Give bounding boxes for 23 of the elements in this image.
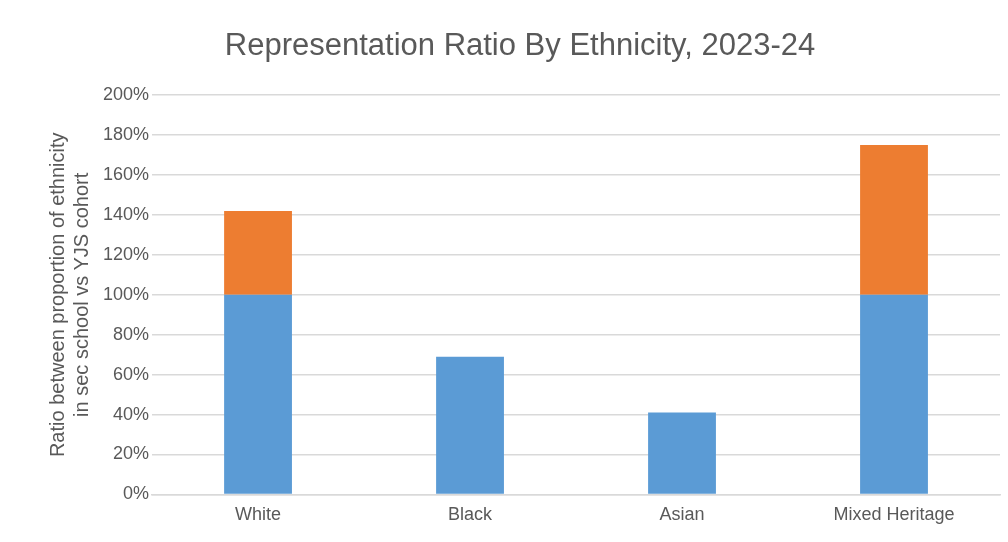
x-tick-label: Asian [659, 504, 705, 525]
x-tick-label: Black [448, 504, 494, 525]
bar [224, 210, 292, 295]
x-tick-label: White [235, 504, 282, 525]
y-tick-label: 60% [113, 363, 150, 384]
bar [860, 294, 928, 494]
y-tick-label: 120% [102, 243, 150, 264]
y-tick-label: 180% [102, 124, 150, 145]
y-tick-label: 20% [113, 443, 150, 464]
bar [648, 412, 716, 494]
y-tick-label: 40% [113, 403, 150, 424]
bar [224, 294, 292, 494]
bar [436, 356, 504, 494]
y-tick-label: 200% [102, 84, 150, 105]
x-tick-label: Mixed Heritage [833, 504, 955, 525]
y-tick-label: 0% [123, 483, 150, 504]
y-tick-label: 80% [113, 323, 150, 344]
bar [860, 145, 928, 295]
y-tick-label: 160% [102, 164, 150, 185]
y-axis-title: Ratio between proportion of ethnicity in sec school vs YJS cohort [45, 132, 92, 458]
y-tick-label: 140% [102, 203, 150, 224]
chart-title: Representation Ratio By Ethnicity, 2023-24 [224, 27, 816, 63]
y-tick-label: 100% [102, 283, 150, 304]
